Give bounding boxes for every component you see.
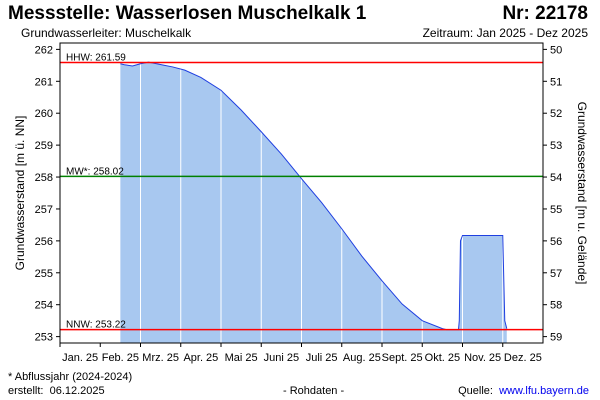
y-left-tick-label: 262 xyxy=(35,44,53,56)
y-right-tick-label: 59 xyxy=(550,332,562,344)
x-tick-label: Sept. 25 xyxy=(382,352,423,364)
y-right-tick-label: 53 xyxy=(550,140,562,152)
x-tick-label: Nov. 25 xyxy=(464,352,501,364)
source-label: Quelle: xyxy=(458,385,493,397)
raw-data-note: - Rohdaten - xyxy=(283,385,345,397)
y-left-tick-label: 254 xyxy=(35,300,53,312)
y-left-axis-title: Grundwasserstand [m ü. NN] xyxy=(13,116,27,271)
y-right-tick-label: 50 xyxy=(550,44,562,56)
y-left-tick-label: 255 xyxy=(35,268,53,280)
y-left-tick-label: 259 xyxy=(35,140,53,152)
footnote: * Abflussjahr (2024-2024) xyxy=(8,371,133,383)
x-tick-label: Juni 25 xyxy=(264,352,299,364)
y-right-tick-label: 58 xyxy=(550,300,562,312)
mw-label: MW*: 258.02 xyxy=(66,166,124,177)
y-left-tick-label: 258 xyxy=(35,172,53,184)
y-right-tick-label: 56 xyxy=(550,236,562,248)
y-right-axis-title: Grundwasserstand [m u. Gelände] xyxy=(575,102,589,285)
source-link[interactable]: www.lfu.bayern.de xyxy=(499,385,589,397)
y-left-tick-label: 257 xyxy=(35,204,53,216)
x-tick-label: Jan. 25 xyxy=(62,352,98,364)
x-tick-label: Okt. 25 xyxy=(425,352,460,364)
nnw-label: NNW: 253.22 xyxy=(66,320,126,331)
created-value: 06.12.2025 xyxy=(49,385,105,397)
aquifer-label: Grundwasserleiter: Muschelkalk xyxy=(21,26,192,40)
x-tick-label: Juli 25 xyxy=(306,352,338,364)
y-right-tick-label: 57 xyxy=(550,268,562,280)
y-right-tick-label: 55 xyxy=(550,204,562,216)
y-left-tick-label: 261 xyxy=(35,76,53,88)
y-right-tick-label: 54 xyxy=(550,172,562,184)
source: Quelle: www.lfu.bayern.de xyxy=(458,385,589,397)
y-left-tick-label: 253 xyxy=(35,332,53,344)
station-title: Messstelle: Wasserlosen Muschelkalk 1 xyxy=(8,3,367,24)
hhw-label: HHW: 261.59 xyxy=(66,52,126,63)
y-left-tick-label: 260 xyxy=(35,108,53,120)
x-tick-label: Mai 25 xyxy=(225,352,258,364)
x-tick-label: Aug. 25 xyxy=(343,352,381,364)
y-right-tick-label: 52 xyxy=(550,108,562,120)
x-tick-label: Dez. 25 xyxy=(504,352,542,364)
created-label: erstellt: xyxy=(8,385,44,397)
x-tick-label: Apr. 25 xyxy=(183,352,218,364)
y-right-tick-label: 51 xyxy=(550,76,562,88)
x-tick-label: Mrz. 25 xyxy=(142,352,179,364)
station-number: Nr: 22178 xyxy=(502,3,588,24)
level-area xyxy=(120,62,507,344)
x-tick-label: Feb. 25 xyxy=(102,352,139,364)
y-left-tick-label: 256 xyxy=(35,236,53,248)
level-line xyxy=(120,61,508,331)
created-date: erstellt: 06.12.2025 xyxy=(8,385,105,397)
period-label: Zeitraum: Jan 2025 - Dez 2025 xyxy=(422,26,588,40)
